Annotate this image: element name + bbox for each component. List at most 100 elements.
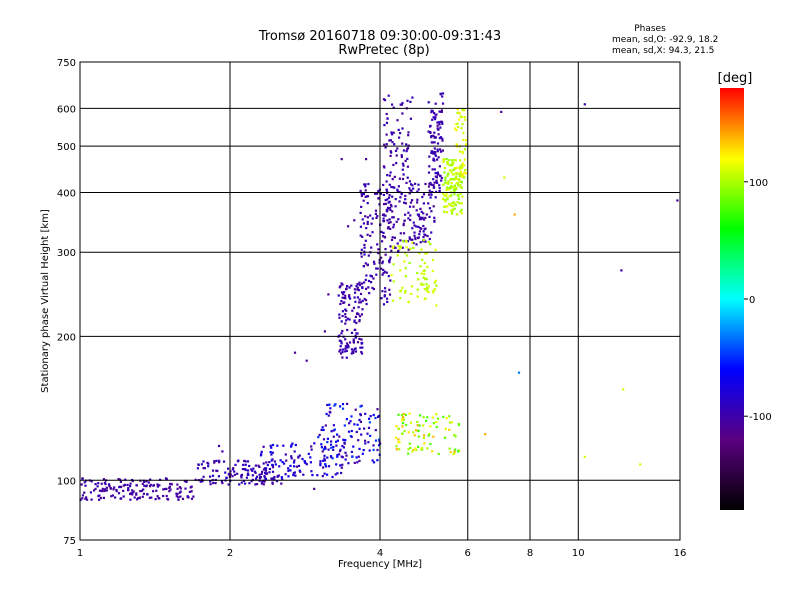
data-point [382,98,386,101]
data-point [354,350,358,353]
data-point [392,106,395,109]
y-tick-label: 750 [57,58,76,69]
x-tick-label: 6 [465,548,471,559]
data-point [454,188,457,191]
data-point [451,169,454,172]
data-point [380,297,383,300]
data-point [362,193,365,196]
data-point [241,468,244,471]
data-point [372,448,375,451]
data-point [430,193,433,196]
data-point [356,286,359,289]
data-point [389,171,392,174]
data-point [260,472,263,475]
data-point [348,341,352,344]
data-point [355,321,358,325]
data-point [243,482,247,485]
data-point [436,181,439,184]
data-point [435,284,438,287]
data-point [252,467,255,470]
data-point [676,199,679,202]
data-point [437,156,440,159]
data-point [436,171,439,174]
data-point [459,173,462,176]
data-point [366,264,369,267]
data-point [456,122,459,125]
data-point [417,213,420,216]
data-point [387,226,390,229]
data-point [135,493,138,496]
data-point [270,453,273,456]
data-point [346,402,349,405]
data-point [440,109,443,112]
data-point [362,449,365,452]
data-point [428,155,431,158]
data-point [401,240,405,243]
data-point [360,313,363,316]
chart-subtitle: RwPretec (8p) [338,43,429,58]
data-point [162,488,165,491]
data-point [464,172,467,175]
data-point [332,429,335,432]
data-point [422,416,425,419]
data-point [382,271,385,275]
data-point [347,430,351,433]
data-point [310,445,313,448]
data-point [346,317,349,320]
data-point [369,234,372,237]
data-point [440,179,443,182]
data-point [366,202,369,205]
data-point [323,472,326,475]
data-point [423,287,426,291]
data-point [135,484,138,487]
data-point [382,303,386,306]
data-point [364,439,367,442]
data-point [353,461,356,464]
data-point [409,100,412,103]
data-point [422,202,425,205]
data-point [364,215,367,218]
data-point [411,241,414,244]
data-point [415,209,418,212]
y-tick-label: 400 [57,188,76,199]
chart-title: Tromsø 20160718 09:30:00-09:31:43 [258,29,501,44]
data-point [240,474,243,477]
data-point [341,403,345,406]
data-point [131,491,134,494]
data-point [213,461,216,464]
data-point [426,286,429,289]
data-point [200,463,203,466]
phase-note-heading: Phases [634,24,666,34]
data-point [443,194,446,197]
data-point [429,443,432,446]
data-point [405,246,408,249]
data-point [233,473,236,476]
data-point [358,418,361,422]
data-point [270,446,273,449]
data-point [432,184,435,187]
data-point [404,413,407,416]
x-tick-label: 2 [227,548,233,559]
data-point [339,302,342,306]
data-point [355,456,358,459]
data-point [401,142,404,145]
data-point [386,300,389,303]
data-point [453,186,456,189]
data-point [392,223,395,226]
data-point [216,469,219,473]
data-point [430,183,433,186]
data-point [436,127,439,130]
data-point [221,482,224,485]
data-point [408,192,411,195]
data-point [218,459,221,462]
data-point [430,141,433,144]
data-point [450,159,453,162]
data-point [311,473,314,477]
data-point [357,313,360,316]
data-point [342,446,345,449]
data-point [429,124,432,127]
data-point [458,179,461,182]
data-point [264,469,268,472]
data-point [255,475,259,478]
data-point [273,460,276,463]
